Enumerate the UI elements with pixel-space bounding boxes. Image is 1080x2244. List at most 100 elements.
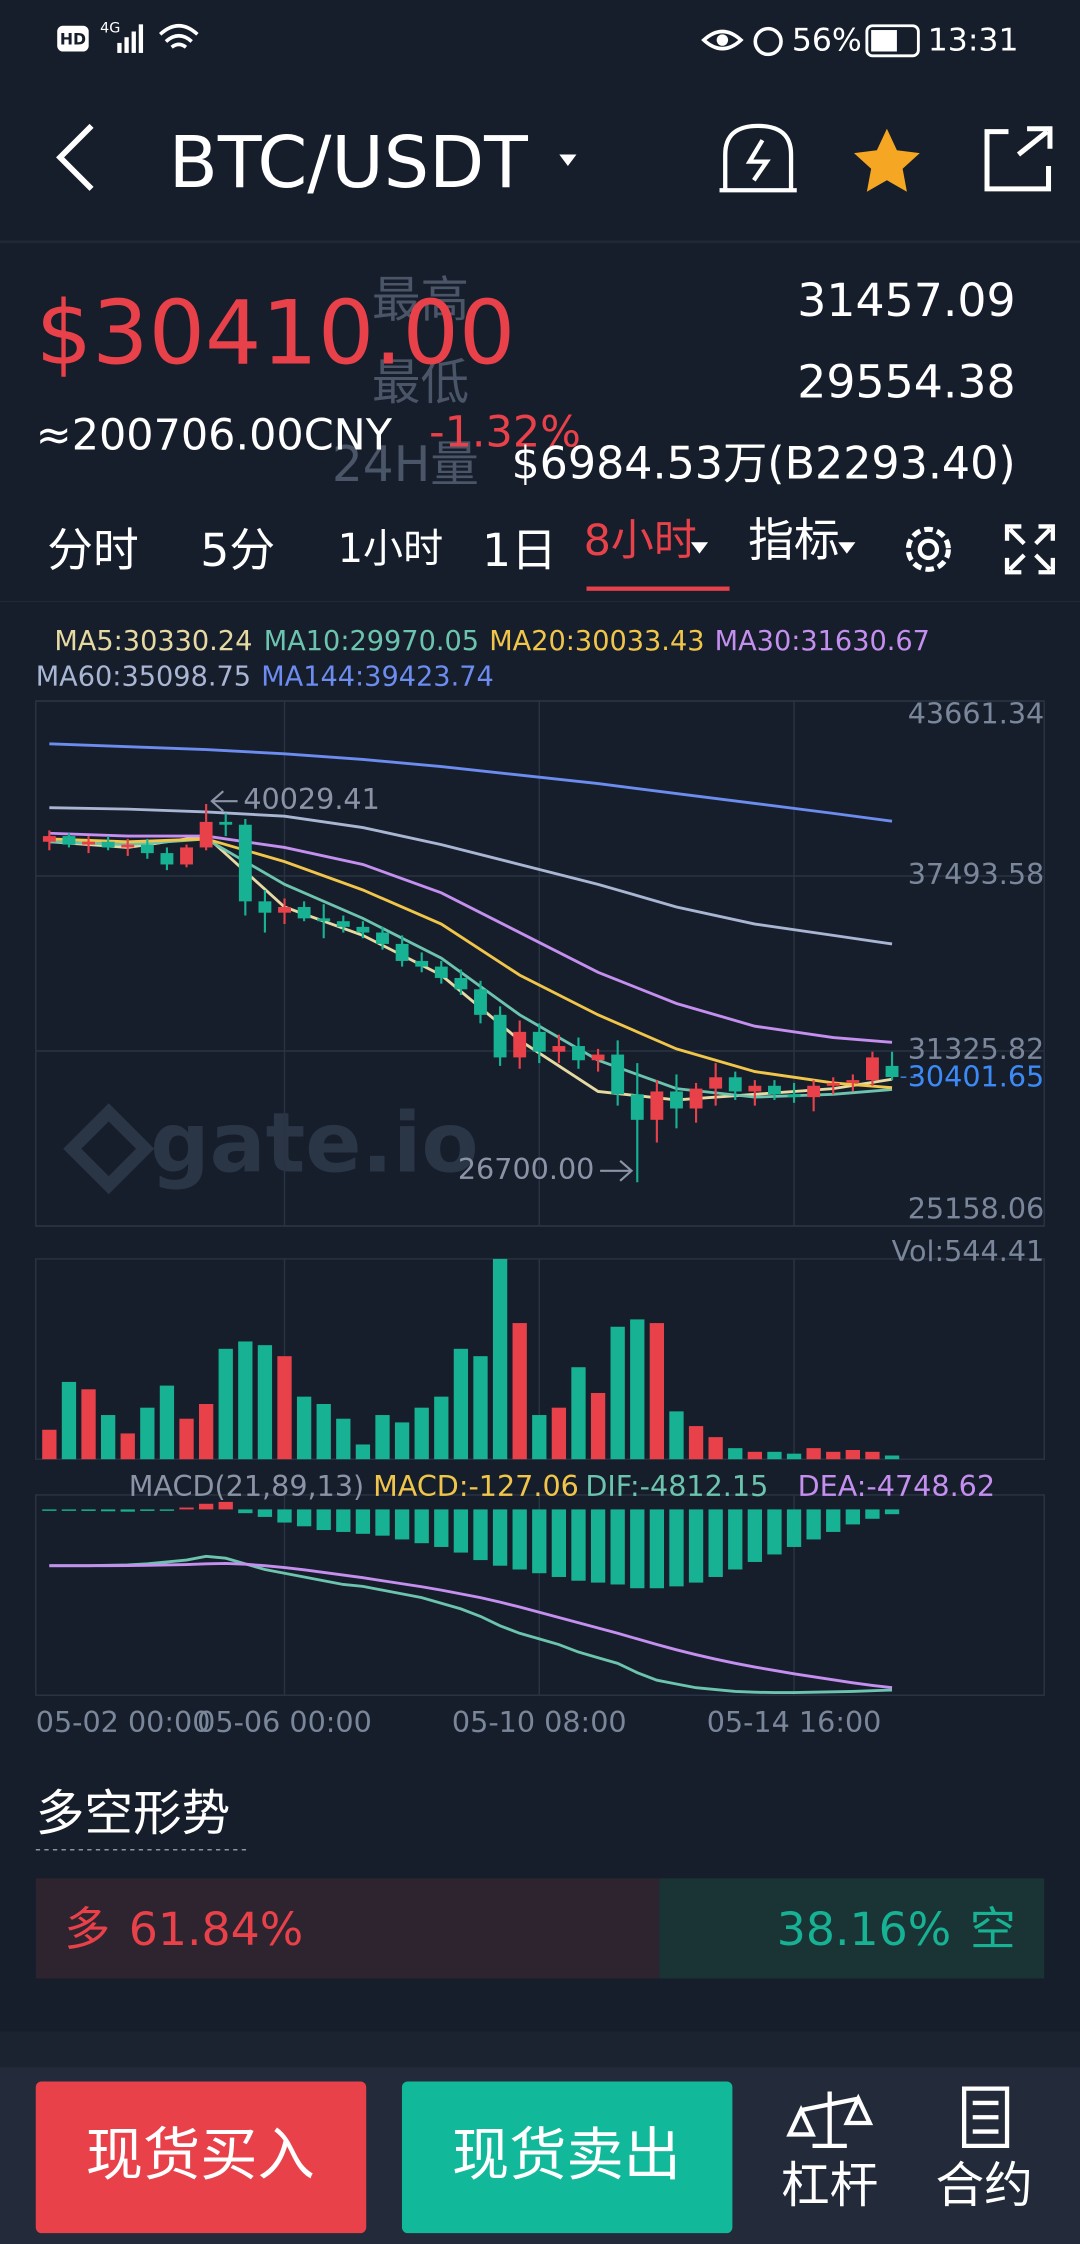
macd-label-bg bbox=[582, 1474, 775, 1493]
macd-bar bbox=[218, 1501, 233, 1510]
macd-label: MACD:-127.06 bbox=[373, 1469, 579, 1503]
fullscreen-button[interactable] bbox=[1004, 524, 1055, 575]
macd-bar bbox=[865, 1509, 880, 1519]
macd-bar bbox=[61, 1509, 77, 1511]
cny-price: ≈200706.00CNY bbox=[36, 410, 393, 460]
volume-bar bbox=[865, 1451, 880, 1460]
volume-bar bbox=[277, 1356, 292, 1460]
ma-legend: MA30:31630.67 bbox=[715, 626, 930, 657]
hd-text: HD bbox=[60, 30, 86, 49]
x-tick-label: 05-14 16:00 bbox=[707, 1705, 882, 1739]
sell-button[interactable] bbox=[401, 2081, 733, 2234]
pair-dropdown[interactable] bbox=[559, 154, 577, 166]
favorite-button[interactable] bbox=[853, 128, 920, 192]
x-tick-label: 05-02 00:00 bbox=[36, 1705, 211, 1739]
candle-body bbox=[768, 1085, 781, 1095]
macd-bar bbox=[257, 1509, 273, 1517]
volume-bar bbox=[747, 1451, 763, 1460]
volume-bar bbox=[806, 1448, 821, 1460]
ma-line bbox=[49, 742, 893, 823]
candle-body bbox=[630, 1094, 644, 1120]
x-tick-label: 05-10 08:00 bbox=[452, 1705, 627, 1739]
last-price: $30410.00 bbox=[36, 281, 516, 384]
volume-bar bbox=[767, 1451, 782, 1460]
volume-bar bbox=[159, 1385, 175, 1460]
candle-body bbox=[709, 1077, 723, 1089]
volume-bar bbox=[218, 1348, 233, 1460]
macd-bar bbox=[747, 1509, 763, 1562]
macd-bar bbox=[277, 1509, 292, 1523]
tab[interactable]: 5分 bbox=[200, 524, 275, 577]
candle-body bbox=[434, 966, 448, 978]
tab-active[interactable]: 8小时 bbox=[584, 516, 697, 566]
macd-bar bbox=[336, 1509, 351, 1532]
settings-button[interactable] bbox=[905, 526, 951, 572]
alert-button[interactable] bbox=[719, 123, 797, 193]
candle-body bbox=[474, 989, 487, 1015]
ma-legend: MA60:35098.75 bbox=[36, 662, 251, 693]
volume-bar bbox=[845, 1449, 860, 1460]
tab[interactable]: 分时 bbox=[47, 524, 139, 577]
volume-bar bbox=[296, 1396, 312, 1460]
volume-bar bbox=[551, 1407, 567, 1460]
tab[interactable]: 1日 bbox=[482, 524, 557, 577]
watermark-logo bbox=[63, 1103, 155, 1195]
volume-bar bbox=[688, 1426, 704, 1460]
tab-dropdown[interactable] bbox=[690, 542, 709, 554]
volume-bar bbox=[826, 1451, 841, 1460]
volume-bar bbox=[198, 1404, 214, 1460]
long-value: 61.84% bbox=[129, 1903, 304, 1956]
volume-bar bbox=[492, 1258, 508, 1460]
candle-body bbox=[846, 1080, 860, 1083]
y-tick-label: 31325.82 bbox=[908, 1032, 1045, 1066]
candle-body bbox=[101, 841, 115, 848]
short-bar bbox=[659, 1878, 1045, 1979]
candle-body bbox=[728, 1077, 742, 1092]
contract-icon[interactable] bbox=[961, 2086, 1010, 2149]
volume-bar bbox=[42, 1429, 57, 1460]
volume-bar bbox=[100, 1415, 116, 1460]
margin-icon[interactable] bbox=[786, 2091, 874, 2149]
volume-bar bbox=[630, 1319, 645, 1460]
volume-bar bbox=[61, 1381, 77, 1460]
buy-label[interactable]: 现货买入 bbox=[86, 2122, 315, 2188]
tab[interactable]: 指标 bbox=[748, 514, 840, 567]
contract-label[interactable]: 合约 bbox=[936, 2158, 1033, 2214]
volume-bar bbox=[179, 1418, 194, 1460]
candle-body bbox=[513, 1031, 527, 1058]
volume-bar bbox=[257, 1345, 273, 1460]
macd-label-bg bbox=[370, 1474, 563, 1493]
ma-legend: MA10:29970.05 bbox=[264, 626, 479, 657]
volume-bar bbox=[355, 1444, 371, 1460]
macd-bar bbox=[120, 1509, 135, 1512]
candle-body bbox=[650, 1091, 664, 1120]
ma-legend: MA5:30330.24 bbox=[54, 626, 252, 657]
buy-button[interactable] bbox=[35, 2081, 367, 2234]
tab-dropdown[interactable] bbox=[838, 542, 856, 554]
pair-title[interactable]: BTC/USDT bbox=[169, 121, 528, 204]
tab[interactable]: 1小时 bbox=[338, 526, 444, 572]
ma-legend: MA20:30033.43 bbox=[489, 626, 704, 657]
candle-body bbox=[160, 853, 174, 865]
volume-bar bbox=[884, 1455, 900, 1460]
macd-bar bbox=[238, 1509, 253, 1514]
candle-body bbox=[885, 1065, 899, 1077]
candle-body bbox=[297, 907, 311, 919]
macd-bar bbox=[551, 1509, 567, 1577]
sell-label[interactable]: 现货卖出 bbox=[452, 2122, 681, 2188]
candle-body bbox=[278, 907, 291, 913]
macd-bar bbox=[728, 1509, 743, 1570]
share-button[interactable] bbox=[984, 126, 1053, 192]
volume-bar bbox=[238, 1341, 253, 1460]
back-button[interactable] bbox=[56, 123, 94, 191]
macd-bar bbox=[81, 1509, 96, 1511]
volume-label: Vol:544.41 bbox=[892, 1234, 1045, 1268]
margin-label[interactable]: 杠杆 bbox=[781, 2158, 878, 2214]
macd-bar bbox=[316, 1509, 331, 1531]
macd-bar bbox=[826, 1509, 841, 1532]
watermark: gate.io bbox=[150, 1095, 478, 1192]
volume-bar bbox=[336, 1418, 351, 1460]
volume-bar bbox=[81, 1389, 96, 1460]
candle-body bbox=[140, 844, 154, 854]
